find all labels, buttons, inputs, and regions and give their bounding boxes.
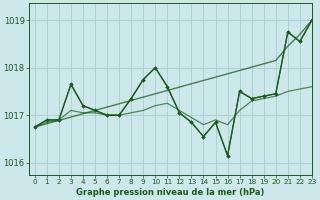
X-axis label: Graphe pression niveau de la mer (hPa): Graphe pression niveau de la mer (hPa) <box>76 188 265 197</box>
